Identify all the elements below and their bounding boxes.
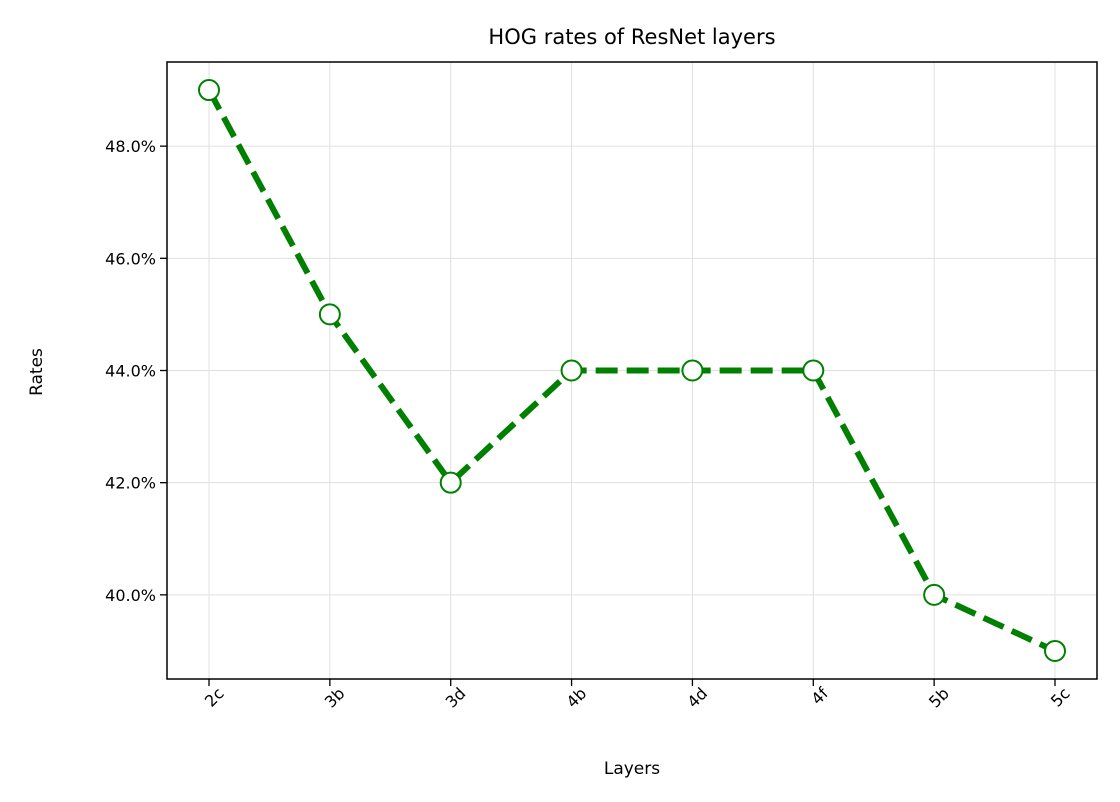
chart-title: HOG rates of ResNet layers bbox=[488, 25, 775, 49]
data-point-marker bbox=[923, 583, 946, 606]
data-point-marker bbox=[681, 359, 704, 382]
y-tick-label: 42.0% bbox=[105, 474, 156, 493]
data-point-marker bbox=[439, 471, 462, 494]
y-tick-label: 48.0% bbox=[105, 137, 156, 156]
y-tick-label: 44.0% bbox=[105, 362, 156, 381]
y-axis-label: Rates bbox=[27, 348, 47, 396]
x-axis-label: Layers bbox=[604, 759, 660, 779]
y-tick-label: 46.0% bbox=[105, 249, 156, 268]
data-point-marker bbox=[802, 359, 825, 382]
series-line bbox=[206, 88, 1057, 654]
data-point-marker bbox=[318, 303, 341, 326]
y-tick-label: 40.0% bbox=[105, 586, 156, 605]
marker-layer bbox=[198, 79, 1066, 662]
data-point-marker bbox=[560, 359, 583, 382]
data-point-marker bbox=[198, 79, 220, 102]
series-layer bbox=[206, 88, 1057, 654]
data-point-marker bbox=[1044, 639, 1066, 662]
